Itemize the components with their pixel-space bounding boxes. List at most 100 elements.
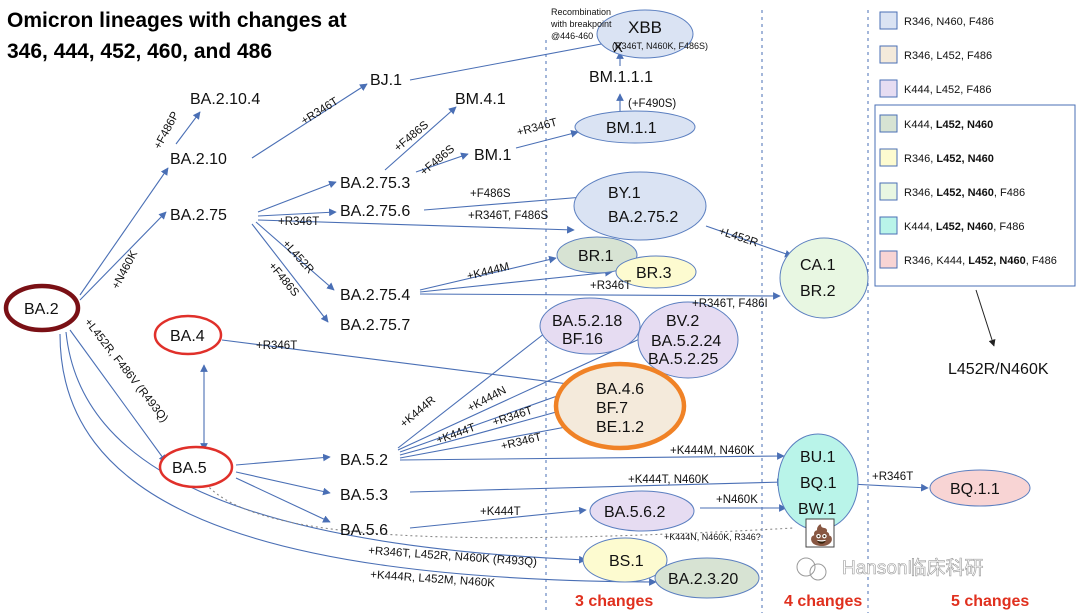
edge-ba2756-by1 (423, 192, 597, 211)
legend-label-8: R346, K444, L452, N460, F486 (904, 255, 1057, 267)
lbl-n460k-bw1: +N460K (716, 494, 758, 506)
lbl-k444t-n460k: +K444T, N460K (628, 474, 709, 486)
node-ba52: BA.5.2 (340, 452, 388, 469)
node-ca1: CA.1 (800, 257, 836, 274)
node-ba53: BA.5.3 (340, 487, 388, 504)
lbl-k444n-multi: +K444N, N460K, R346? (664, 532, 761, 542)
wechat-icon-bubble-a (796, 557, 816, 577)
legend-label-5: R346, L452, N460 (904, 153, 994, 165)
node-bj1: BJ.1 (370, 72, 402, 89)
lbl-f486s-bm41: +F486S (392, 119, 431, 155)
legend-label-bold-part: L452, N460 (968, 255, 1025, 267)
lbl-r346t-ba4: +R346T (256, 340, 297, 352)
node-br1: BR.1 (578, 248, 614, 265)
node-shapes (3, 9, 1031, 599)
watermark-text: Hanson临床科研 (842, 557, 984, 579)
lbl-n460k: +N460K (110, 249, 140, 292)
lbl-k444t: +K444T (435, 422, 477, 447)
node-ba5218: BA.5.2.18 (552, 313, 622, 330)
ba5-ring (158, 445, 234, 489)
lbl-r346t-f486s: +R346T, F486S (468, 210, 549, 222)
edge-ba52-bu1 (399, 452, 785, 461)
lbl-r346t-bj1: +R346T (299, 96, 340, 128)
node-ba2320: BA.2.3.20 (668, 571, 738, 588)
node-ba210: BA.2.10 (170, 151, 227, 168)
lbl-f490s: (+F490S) (628, 98, 676, 110)
node-ba46: BA.4.6 (596, 381, 644, 398)
legend-label-4: K444, L452, N460 (904, 119, 993, 131)
legend-label-bold-part: L452, N460 (936, 119, 993, 131)
poop-icon-frame (805, 518, 835, 548)
title-line-1: Omicron lineages with changes at (7, 9, 347, 32)
node-l452r-n460k: L452R/N460K (948, 361, 1049, 378)
edge-ba52-bv2 (397, 335, 647, 451)
legend-label-part: K444, L452, F486 (904, 84, 991, 96)
lbl-r346t-bq11: +R346T (872, 471, 913, 483)
legend-label-part: , F486 (994, 187, 1025, 199)
ba4-ring (153, 314, 223, 356)
legend-swatch-4 (879, 114, 898, 133)
edge-ba52-ba5218 (397, 325, 555, 449)
node-bm1: BM.1 (474, 147, 511, 164)
lbl-k444r: +K444R (398, 394, 438, 430)
watermark: Hanson临床科研 (796, 557, 984, 581)
node-by1: BY.1 (608, 185, 641, 202)
lbl-r346t-bm11: +R346T (516, 117, 559, 139)
wechat-icon-bubble-b (809, 563, 827, 581)
legend-label-part: , F486 (1026, 255, 1057, 267)
node-ba2754: BA.2.75.4 (340, 287, 410, 304)
lbl-f486p: +F486P (152, 110, 182, 152)
edge-ba52-ba46 (399, 388, 575, 453)
xbb-detail: (R346T, N460K, F486S) (612, 41, 708, 51)
node-bq1: BQ.1 (800, 475, 837, 492)
edge-ba275-ba2754 (255, 221, 335, 291)
node-br2: BR.2 (800, 283, 836, 300)
lbl-r346t-b: +R346T (500, 431, 543, 453)
edge-ba56-ba562 (409, 506, 587, 529)
node-bs1: BS.1 (609, 553, 644, 570)
node-bu1: BU.1 (800, 449, 836, 466)
lbl-f486s-by1: +F486S (470, 188, 511, 200)
edge-ba2753-bm41 (384, 106, 457, 171)
lbl-k444t-ba562: +K444T (480, 506, 521, 518)
node-bm111: BM.1.1.1 (589, 69, 653, 86)
node-ba275: BA.2.75 (170, 207, 227, 224)
edge-ba2-ba2320 (59, 333, 657, 586)
legend-label-part: R346, (904, 153, 936, 165)
recomb-note-2: with breakpoint (550, 19, 612, 29)
legend-label-6: R346, L452, N460, F486 (904, 187, 1025, 199)
node-ba562: BA.5.6.2 (604, 504, 665, 521)
edge-ba275-ba2753 (257, 180, 337, 213)
edge-ba52-be12 (399, 421, 583, 459)
edge-ba210-bj1 (251, 83, 368, 159)
lbl-r346t-bs1: +R346T, L452R, N460K (R493Q) (368, 545, 538, 569)
lbl-k444m-n460k: +K444M, N460K (670, 445, 755, 457)
legend-label-3: K444, L452, F486 (904, 84, 991, 96)
legend-label-part: R346, (904, 187, 936, 199)
node-ba2: BA.2 (24, 301, 59, 318)
edge-ba275-ba2752 (257, 219, 575, 234)
recombination-x-mark: X (613, 39, 623, 56)
node-bw1: BW.1 (798, 501, 836, 518)
node-ba2753: BA.2.75.3 (340, 175, 410, 192)
ba2-ring (3, 283, 81, 333)
lbl-k444n: +K444N (466, 384, 509, 414)
legend-label-part: R346, N460, F486 (904, 16, 994, 28)
node-ba5225: BA.5.2.25 (648, 351, 718, 368)
legend-swatch-1 (879, 11, 898, 30)
node-br3: BR.3 (636, 265, 672, 282)
node-bf7: BF.7 (596, 400, 628, 417)
lbl-k444r-ba2320: +K444R, L452M, N460K (370, 569, 496, 590)
edge-ba2-ba275 (79, 211, 167, 301)
recomb-note-1: Recombination (551, 7, 611, 17)
legend-swatch-5 (879, 148, 898, 167)
label-3-changes: 3 changes (575, 593, 653, 610)
edge-ba210-ba2104 (175, 111, 201, 145)
legend-label-part: K444, (904, 221, 936, 233)
bv2-bubble (637, 301, 739, 379)
br1-bubble (556, 236, 638, 274)
node-labels: BA.2 BA.2.10.4 BA.2.10 BA.2.75 BJ.1 BM.4… (24, 18, 1049, 588)
legend-label-7: K444, L452, N460, F486 (904, 221, 1024, 233)
node-bv2: BV.2 (666, 313, 699, 330)
legend-label-part: , F486 (993, 221, 1024, 233)
